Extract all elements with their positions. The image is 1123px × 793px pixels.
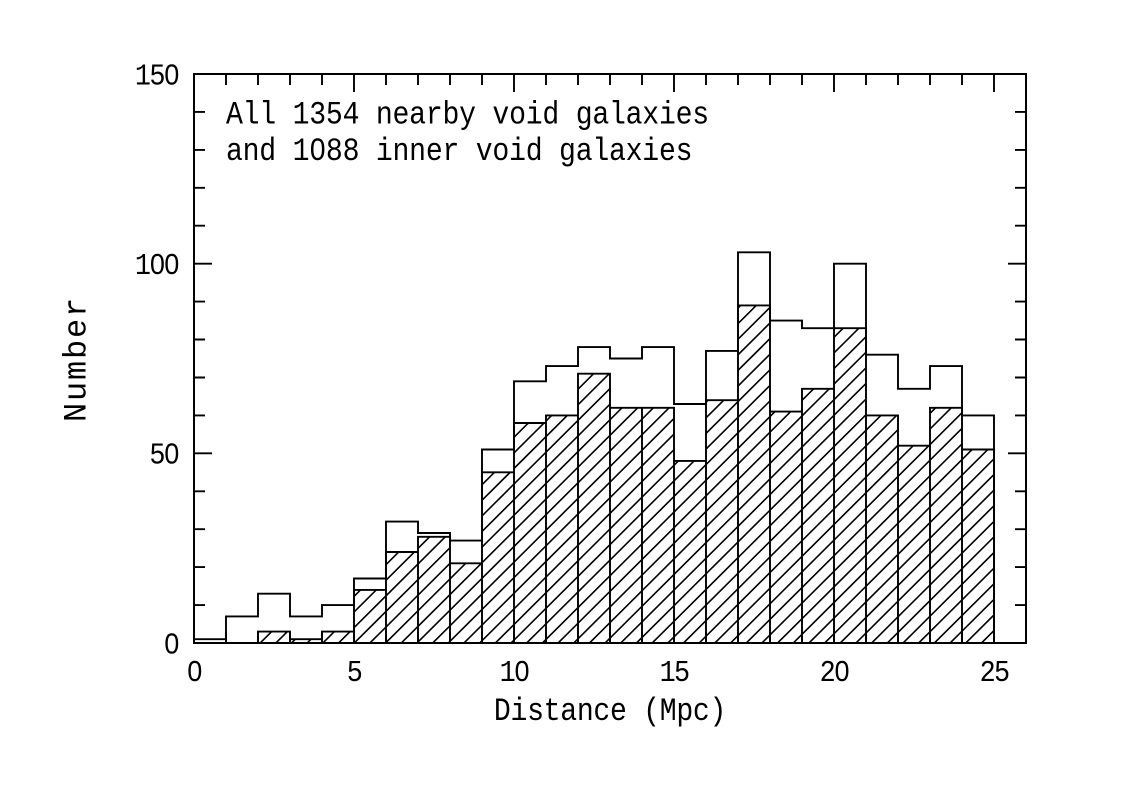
svg-text:5: 5 bbox=[347, 656, 362, 691]
svg-text:20: 20 bbox=[820, 656, 849, 691]
svg-text:and 1088 inner void galaxies: and 1088 inner void galaxies bbox=[226, 134, 692, 170]
svg-text:Number: Number bbox=[59, 296, 96, 422]
svg-text:25: 25 bbox=[980, 656, 1009, 691]
svg-text:All 1354 nearby void galaxies: All 1354 nearby void galaxies bbox=[226, 98, 709, 134]
svg-text:15: 15 bbox=[660, 656, 689, 691]
svg-text:Distance (Mpc): Distance (Mpc) bbox=[494, 694, 726, 730]
svg-text:10: 10 bbox=[500, 656, 529, 691]
svg-text:50: 50 bbox=[149, 438, 178, 473]
